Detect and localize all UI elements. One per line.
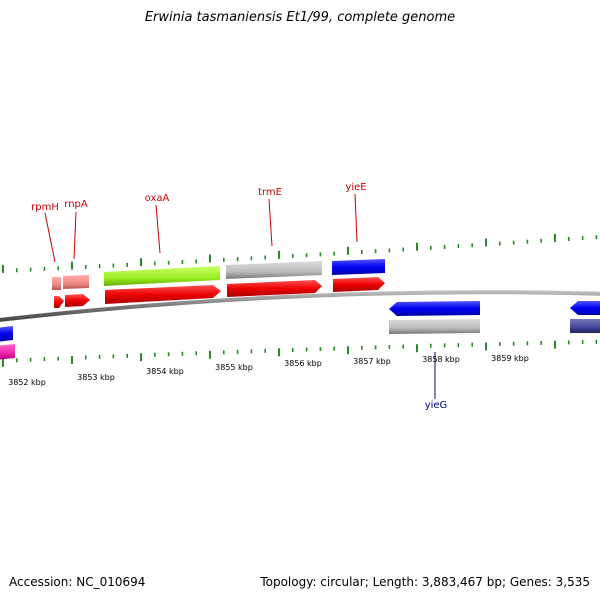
cds-yieE-lower	[333, 277, 385, 292]
cds-right-lower	[570, 319, 600, 333]
cds-yieE-upper	[332, 259, 385, 275]
scale-label: 3855 kbp	[215, 363, 253, 372]
scale-label: 3853 kbp	[77, 373, 115, 382]
outer-ticks	[2, 233, 598, 273]
scale-label: 3859 kbp	[491, 354, 529, 363]
genome-backbone	[0, 290, 600, 322]
cds-trmE-lower	[227, 280, 322, 297]
topology-label: Topology:	[260, 575, 317, 589]
gene-label-trmE: trmE	[258, 187, 282, 198]
genome-summary: Topology: circular; Length: 3,883,467 bp…	[260, 575, 590, 589]
scale-label: 3856 kbp	[284, 359, 322, 368]
accession-value: NC_010694	[76, 575, 146, 589]
scale-label: 3857 kbp	[353, 357, 391, 366]
cds-left-upper	[0, 326, 13, 342]
topology-value: circular	[320, 575, 365, 589]
forward-features	[52, 259, 385, 308]
cds-rnpA-upper	[63, 275, 89, 289]
gene-leaders	[44, 193, 436, 399]
cds-rpmH-upper	[52, 277, 61, 290]
genes-label: Genes:	[509, 575, 552, 589]
map-title: Erwinia tasmaniensis Et1/99, complete ge…	[144, 10, 456, 25]
cds-rnpA-lower	[65, 294, 90, 307]
cds-yieG-upper	[389, 301, 480, 316]
accession-label: Accession:	[9, 575, 73, 589]
gene-label-yieE: yieE	[345, 182, 366, 193]
cds-left-lower	[0, 344, 15, 360]
gene-label-rnpA: rnpA	[64, 199, 88, 210]
gene-label-group: rpmH rnpA oxaA trmE yieE yieG	[31, 182, 447, 411]
scale-label: 3858 kbp	[422, 355, 460, 364]
scale-label: 3854 kbp	[146, 367, 184, 376]
cds-right-upper	[570, 301, 600, 315]
length-value: 3,883,467 bp	[421, 575, 502, 589]
gene-label-oxaA: oxaA	[145, 193, 170, 204]
gene-label-yieG: yieG	[425, 400, 448, 411]
scale-label: 3852 kbp	[8, 378, 46, 387]
cds-oxaA-lower	[105, 285, 221, 304]
length-label: Length:	[372, 575, 419, 589]
genes-value: 3,535	[555, 575, 590, 589]
inner-ticks	[2, 339, 598, 367]
cds-rpmH-lower	[54, 296, 64, 308]
reverse-features	[0, 301, 600, 360]
accession-info: Accession: NC_010694	[9, 575, 145, 589]
cds-yieG-lower	[389, 319, 480, 334]
scale-labels: 3852 kbp 3853 kbp 3854 kbp 3855 kbp 3856…	[8, 354, 529, 387]
gene-label-rpmH: rpmH	[31, 202, 59, 213]
cds-trmE-upper	[226, 261, 322, 279]
cds-oxaA-upper	[104, 266, 220, 286]
